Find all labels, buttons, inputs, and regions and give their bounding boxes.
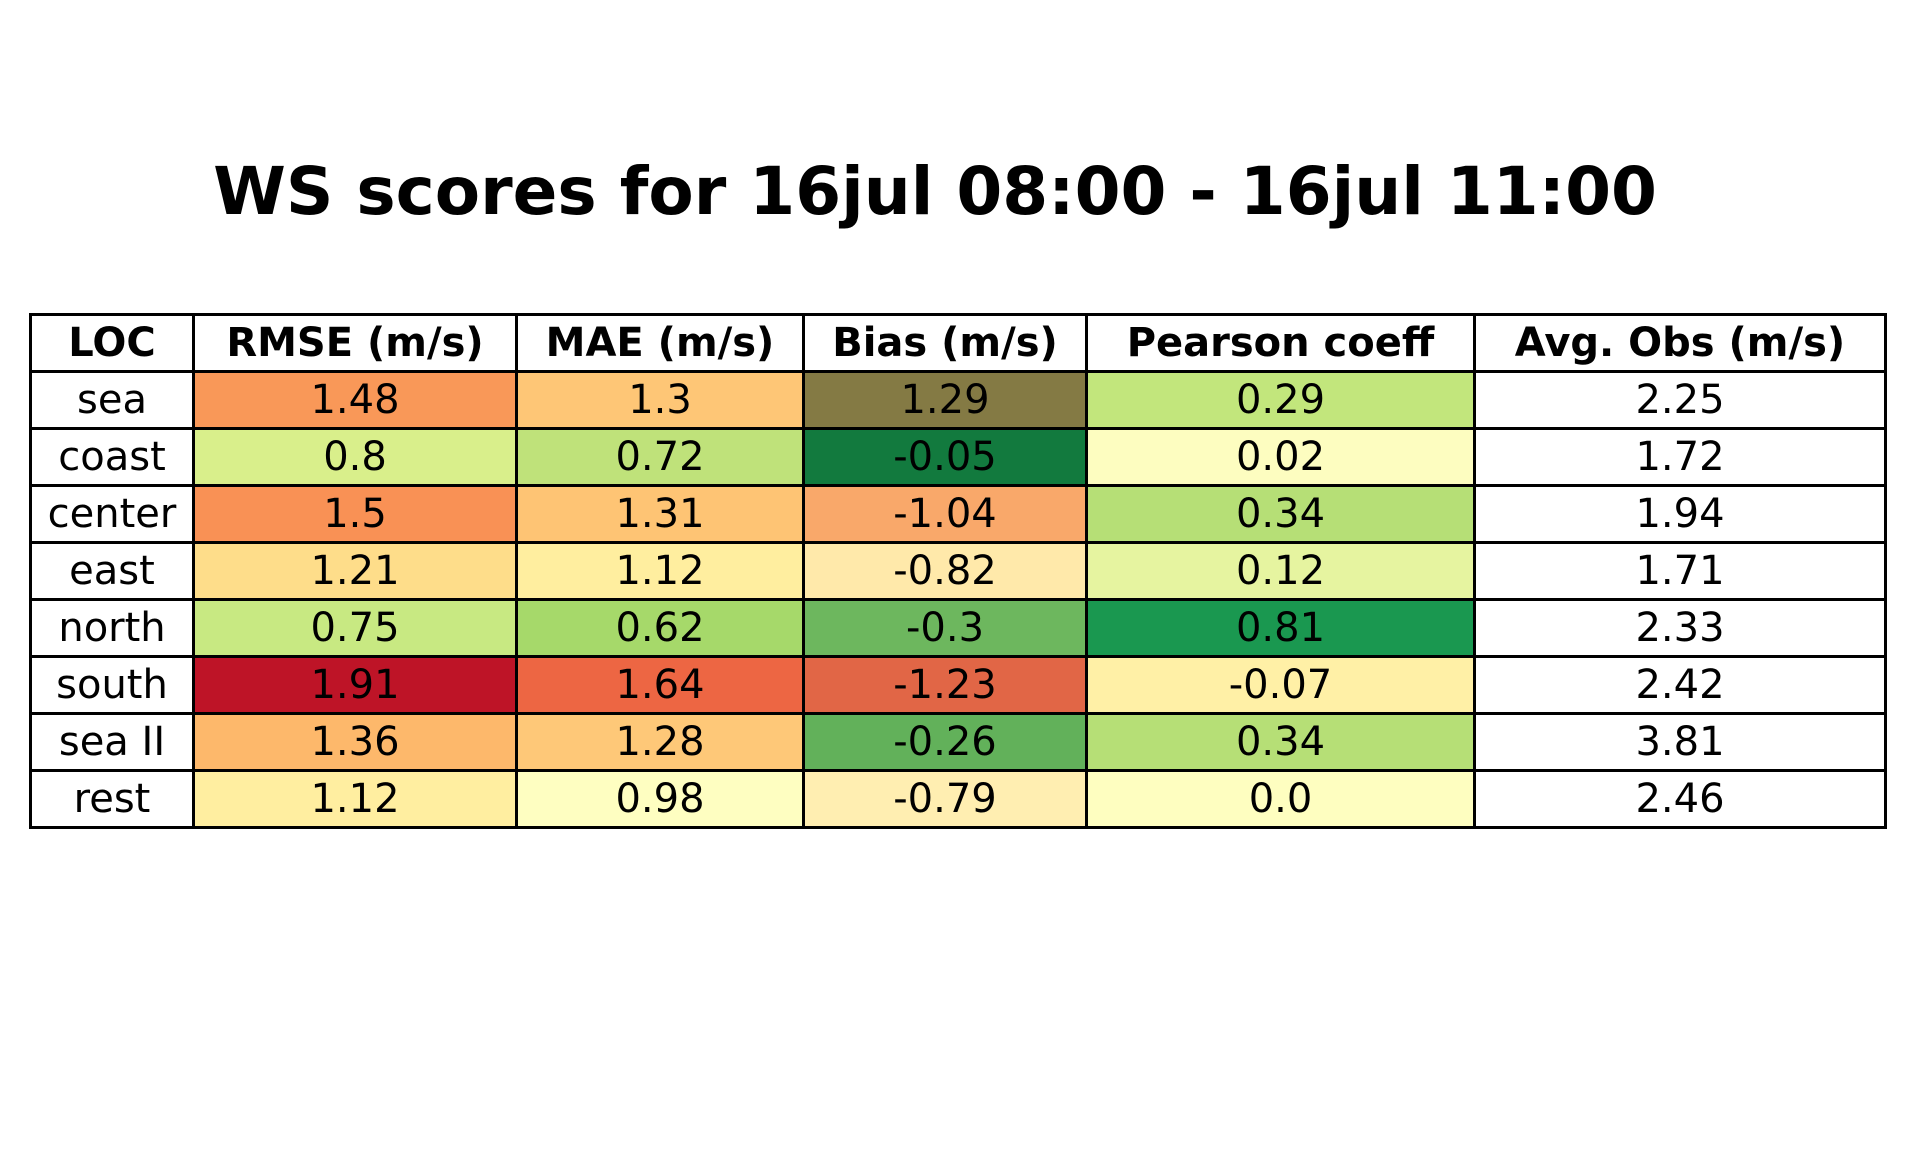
bias-cell: -0.05 <box>802 427 1088 487</box>
rmse-cell: 1.21 <box>192 541 518 601</box>
mae-cell: 1.3 <box>515 370 805 430</box>
column-header-mae: MAE (m/s) <box>515 313 805 373</box>
loc-cell: east <box>29 541 195 601</box>
pearson-cell: 0.12 <box>1085 541 1476 601</box>
scores-table: LOC RMSE (m/s) MAE (m/s) Bias (m/s) Pear… <box>29 313 1887 829</box>
bias-cell: -0.82 <box>802 541 1088 601</box>
loc-cell: coast <box>29 427 195 487</box>
bias-cell: -1.23 <box>802 655 1088 715</box>
column-header-rmse: RMSE (m/s) <box>192 313 518 373</box>
chart-title: WS scores for 16jul 08:00 - 16jul 11:00 <box>213 153 1657 230</box>
loc-cell: center <box>29 484 195 544</box>
header-row: LOC RMSE (m/s) MAE (m/s) Bias (m/s) Pear… <box>29 313 1887 373</box>
rmse-cell: 1.12 <box>192 769 518 829</box>
rmse-cell: 1.48 <box>192 370 518 430</box>
mae-cell: 0.72 <box>515 427 805 487</box>
rmse-cell: 1.36 <box>192 712 518 772</box>
loc-cell: north <box>29 598 195 658</box>
pearson-cell: 0.0 <box>1085 769 1476 829</box>
avg-obs-cell: 1.72 <box>1473 427 1887 487</box>
avg-obs-cell: 2.42 <box>1473 655 1887 715</box>
table-row: south 1.91 1.64 -1.23 -0.07 2.42 <box>29 655 1887 715</box>
pearson-cell: 0.02 <box>1085 427 1476 487</box>
rmse-cell: 0.8 <box>192 427 518 487</box>
table-row: sea II 1.36 1.28 -0.26 0.34 3.81 <box>29 712 1887 772</box>
loc-cell: rest <box>29 769 195 829</box>
avg-obs-cell: 1.71 <box>1473 541 1887 601</box>
avg-obs-cell: 2.25 <box>1473 370 1887 430</box>
mae-cell: 1.12 <box>515 541 805 601</box>
mae-cell: 0.98 <box>515 769 805 829</box>
rmse-cell: 1.5 <box>192 484 518 544</box>
table-body: sea 1.48 1.3 1.29 0.29 2.25 coast 0.8 0.72 -0.05 0… <box>29 370 1887 829</box>
avg-obs-cell: 2.46 <box>1473 769 1887 829</box>
column-header-pearson: Pearson coeff <box>1085 313 1476 373</box>
bias-cell: -0.79 <box>802 769 1088 829</box>
rmse-cell: 0.75 <box>192 598 518 658</box>
bias-cell: -0.3 <box>802 598 1088 658</box>
loc-cell: south <box>29 655 195 715</box>
column-header-bias: Bias (m/s) <box>802 313 1088 373</box>
avg-obs-cell: 1.94 <box>1473 484 1887 544</box>
avg-obs-cell: 3.81 <box>1473 712 1887 772</box>
mae-cell: 1.31 <box>515 484 805 544</box>
table-row: east 1.21 1.12 -0.82 0.12 1.71 <box>29 541 1887 601</box>
table-row: sea 1.48 1.3 1.29 0.29 2.25 <box>29 370 1887 430</box>
table-row: coast 0.8 0.72 -0.05 0.02 1.72 <box>29 427 1887 487</box>
pearson-cell: 0.34 <box>1085 484 1476 544</box>
table-row: rest 1.12 0.98 -0.79 0.0 2.46 <box>29 769 1887 829</box>
loc-cell: sea II <box>29 712 195 772</box>
pearson-cell: 0.34 <box>1085 712 1476 772</box>
mae-cell: 1.64 <box>515 655 805 715</box>
pearson-cell: 0.29 <box>1085 370 1476 430</box>
pearson-cell: -0.07 <box>1085 655 1476 715</box>
pearson-cell: 0.81 <box>1085 598 1476 658</box>
column-header-loc: LOC <box>29 313 195 373</box>
mae-cell: 1.28 <box>515 712 805 772</box>
bias-cell: -1.04 <box>802 484 1088 544</box>
table-row: center 1.5 1.31 -1.04 0.34 1.94 <box>29 484 1887 544</box>
table-row: north 0.75 0.62 -0.3 0.81 2.33 <box>29 598 1887 658</box>
loc-cell: sea <box>29 370 195 430</box>
rmse-cell: 1.91 <box>192 655 518 715</box>
bias-cell: 1.29 <box>802 370 1088 430</box>
bias-cell: -0.26 <box>802 712 1088 772</box>
avg-obs-cell: 2.33 <box>1473 598 1887 658</box>
mae-cell: 0.62 <box>515 598 805 658</box>
column-header-avg-obs: Avg. Obs (m/s) <box>1473 313 1887 373</box>
